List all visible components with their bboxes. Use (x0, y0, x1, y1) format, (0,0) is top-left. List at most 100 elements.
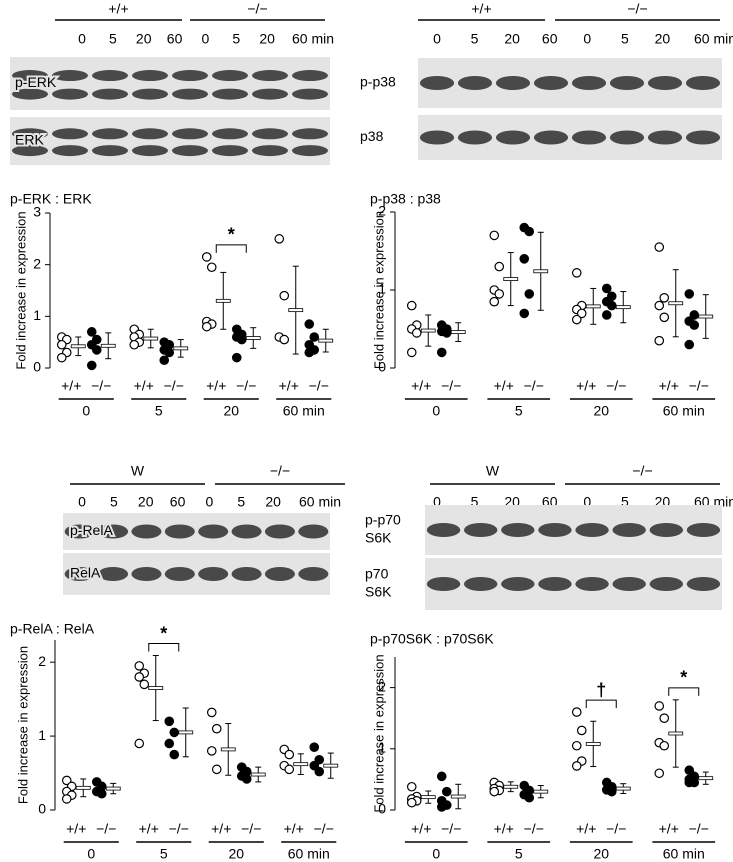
x-genotype-label: −/− (689, 821, 709, 837)
lane-label: 0 (583, 494, 591, 510)
blot-band (495, 130, 531, 145)
data-point (284, 749, 295, 760)
blot-band (12, 70, 48, 82)
data-point (684, 777, 695, 788)
y-tick-label: 0 (33, 359, 41, 375)
x-group-label: 0 (87, 846, 95, 862)
data-point (169, 749, 180, 760)
x-genotype-label: +/+ (411, 821, 431, 837)
data-point (206, 707, 217, 718)
mean-line (173, 346, 189, 351)
x-genotype-label: −/− (241, 821, 261, 837)
data-point (519, 308, 530, 319)
data-point (201, 321, 212, 332)
data-point (86, 360, 97, 371)
blot-band (463, 577, 498, 591)
blot-row-label: RelA (70, 565, 101, 581)
blot-band (164, 524, 195, 539)
blot-band (649, 523, 684, 537)
data-point (576, 308, 587, 319)
x-group-label: 20 (223, 403, 239, 419)
x-genotype-label: +/+ (494, 378, 514, 394)
blot (10, 57, 330, 110)
group-label: −/− (627, 1, 647, 17)
blot-band (172, 70, 208, 82)
blot-band (495, 76, 531, 90)
chart-title: p-p70S6K : p70S6K (370, 631, 494, 647)
x-group-label: 60 min (663, 846, 705, 862)
blot-band (212, 145, 248, 157)
blot-band (647, 76, 683, 90)
blot-band (426, 523, 461, 537)
x-genotype-label: +/+ (659, 821, 679, 837)
x-group-label: 20 (593, 846, 609, 862)
lane-label: 20 (138, 494, 154, 510)
lane-label: 20 (136, 31, 152, 47)
x-group-label: 60 min (663, 403, 705, 419)
group-label: −/− (270, 463, 290, 479)
significance-mark: * (680, 668, 687, 688)
lane-label: 0 (433, 494, 441, 510)
blot-band (686, 523, 721, 537)
data-point (164, 738, 175, 749)
x-group-label: 20 (593, 403, 609, 419)
blot-band (612, 523, 646, 537)
blot-band (98, 524, 129, 539)
data-point (211, 764, 222, 775)
data-point (159, 355, 170, 366)
blot-band (12, 128, 48, 140)
blot-band (298, 567, 329, 581)
blot-band (92, 145, 128, 157)
lane-label: 20 (504, 31, 520, 47)
data-point (654, 242, 665, 252)
data-point (134, 738, 145, 749)
data-point (489, 296, 500, 307)
group-label: +/+ (471, 1, 491, 17)
data-point (406, 797, 417, 808)
data-point (129, 339, 140, 350)
data-point (274, 234, 285, 244)
y-tick-label: 1 (378, 281, 386, 297)
data-point (201, 252, 212, 262)
blot-band (252, 88, 288, 100)
lane-label: 0 (202, 31, 210, 47)
blot-row-label: p38 (360, 128, 384, 144)
data-point (211, 723, 222, 734)
lane-label: 0 (78, 494, 86, 510)
mean-line (293, 762, 309, 767)
blot-band (612, 577, 646, 591)
data-point (241, 774, 252, 784)
mean-line (323, 763, 339, 768)
lane-label: 5 (109, 31, 117, 47)
mean-line (75, 785, 91, 790)
data-point (601, 283, 612, 294)
blot-band (538, 523, 572, 537)
x-genotype-label: +/+ (659, 378, 679, 394)
data-point (304, 319, 315, 329)
blot-band (298, 524, 329, 539)
lane-label: 0 (78, 31, 86, 47)
data-point (61, 794, 72, 804)
data-point (164, 716, 175, 727)
mean-line (288, 308, 304, 313)
data-point (284, 764, 295, 775)
x-genotype-label: +/+ (494, 821, 514, 837)
x-genotype-label: −/− (689, 378, 709, 394)
blot-band (131, 524, 162, 539)
lane-label: 5 (621, 31, 629, 47)
mean-line (450, 794, 466, 799)
blot-band (292, 88, 328, 100)
data-point (659, 292, 670, 303)
data-point (494, 261, 505, 272)
blot-band (132, 88, 168, 100)
lane-label: 60 (542, 31, 558, 47)
blot-band (609, 76, 645, 90)
data-point (309, 332, 320, 342)
data-point (441, 786, 452, 797)
blot-band (12, 145, 48, 157)
x-genotype-label: −/− (606, 821, 626, 837)
blot-row-label: p-p38 (360, 74, 396, 90)
data-point (576, 725, 587, 736)
mean-line (668, 731, 684, 736)
blot-band (457, 130, 493, 145)
